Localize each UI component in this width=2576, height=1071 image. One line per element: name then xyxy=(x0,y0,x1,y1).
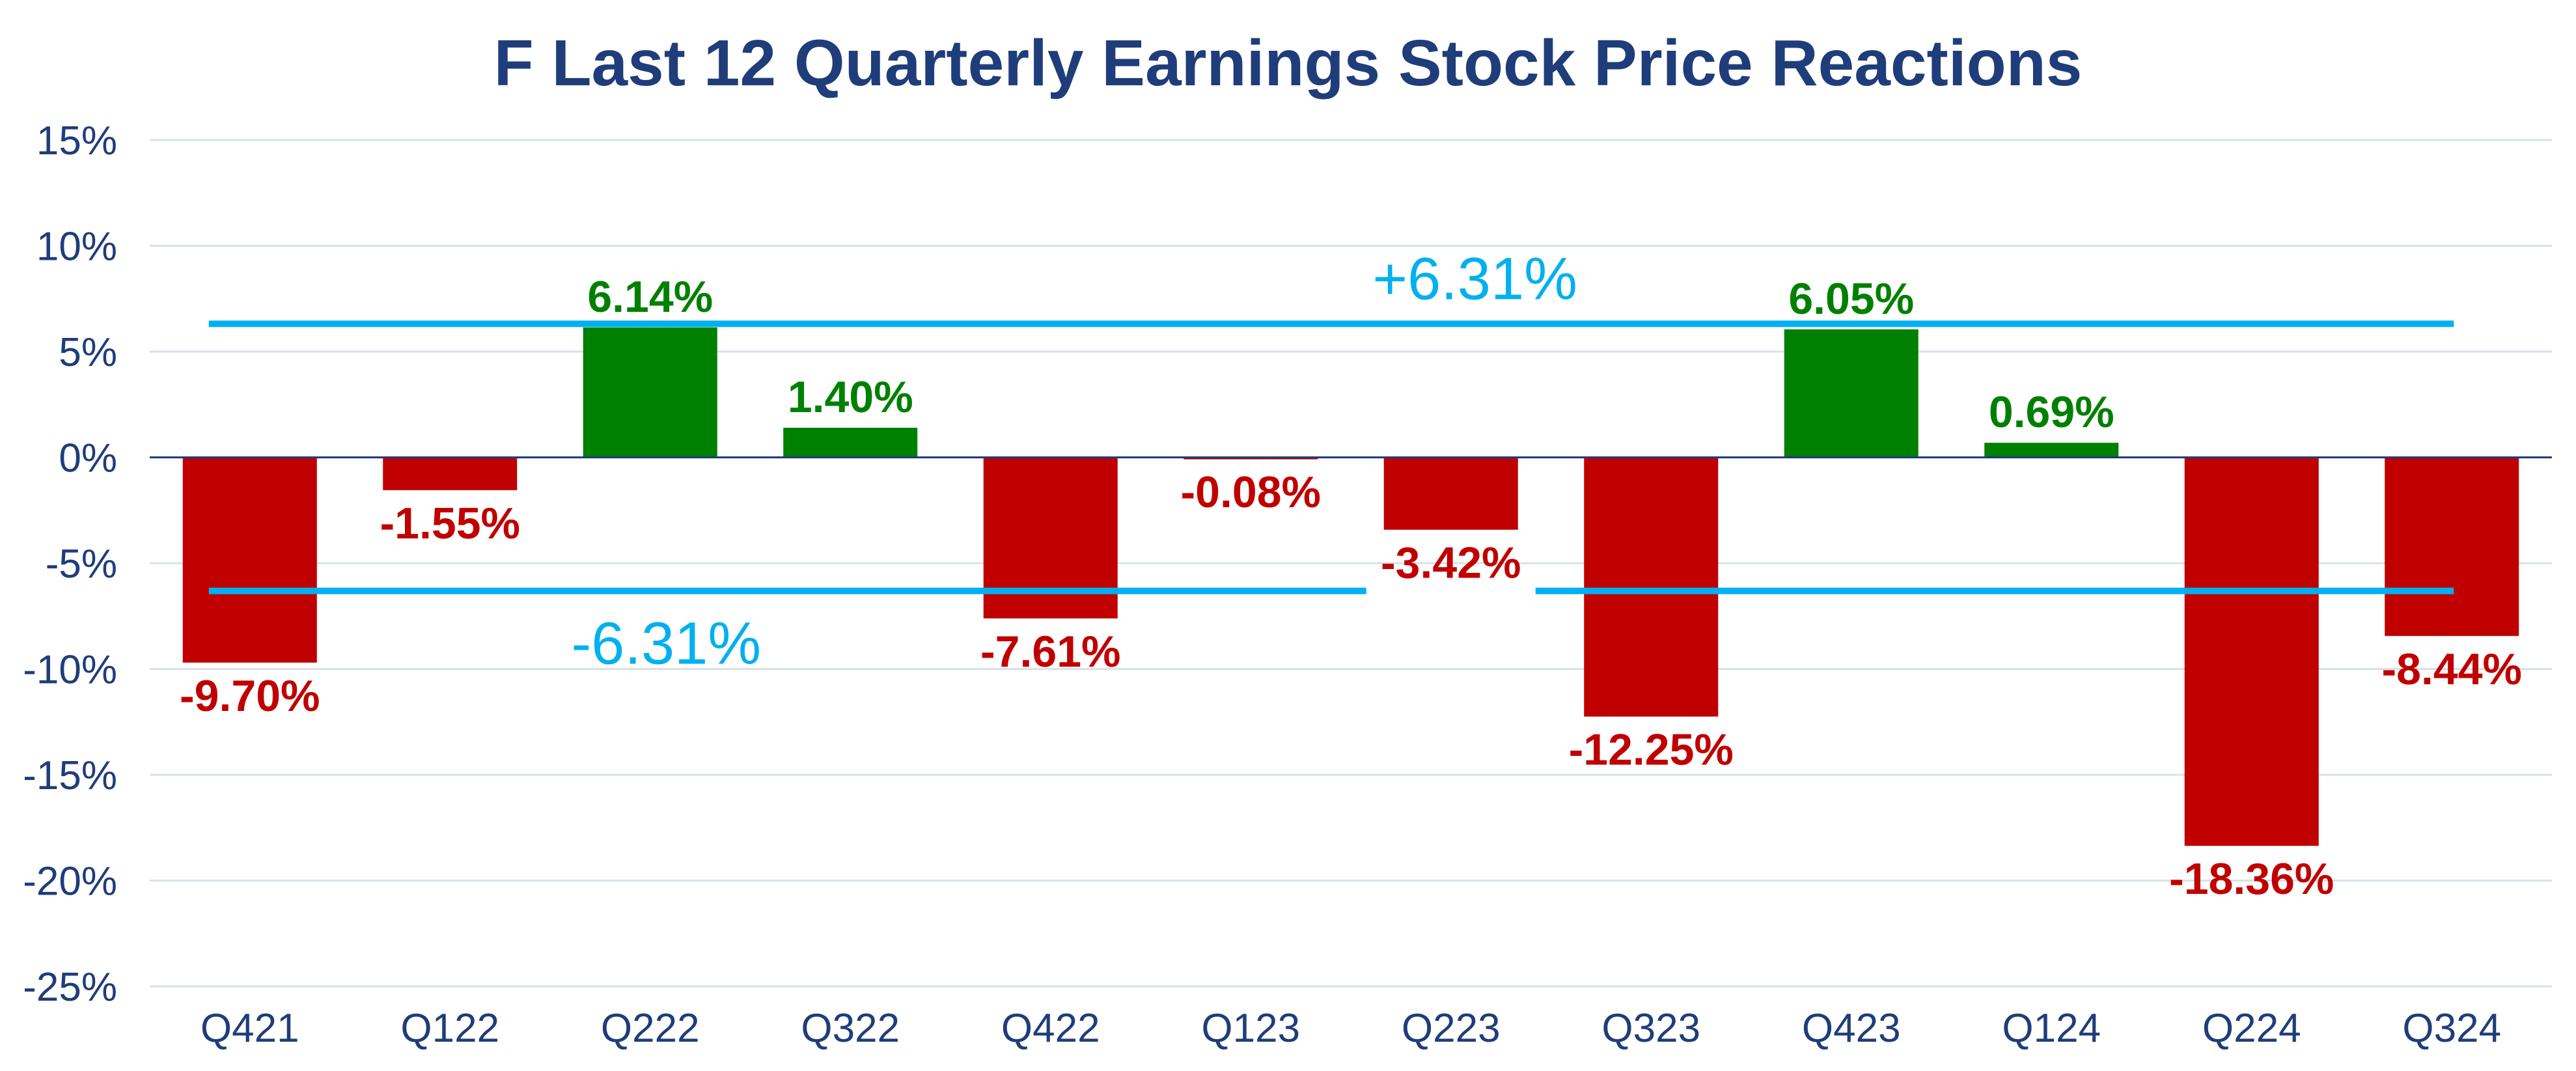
bar xyxy=(2385,457,2519,636)
bar xyxy=(1984,443,2119,458)
bar xyxy=(1584,457,1719,717)
y-tick-label: -10% xyxy=(23,648,117,693)
chart-title: F Last 12 Quarterly Earnings Stock Price… xyxy=(493,27,2083,100)
x-tick-label: Q324 xyxy=(2402,1006,2501,1051)
bar xyxy=(583,327,717,458)
y-tick-label: 0% xyxy=(59,436,117,481)
y-tick-label: -15% xyxy=(23,753,117,798)
x-tick-label: Q222 xyxy=(601,1006,700,1051)
x-tick-label: Q122 xyxy=(400,1006,499,1051)
x-tick-label: Q422 xyxy=(1001,1006,1100,1051)
data-label: -3.42% xyxy=(1381,538,1521,588)
bar xyxy=(783,428,918,458)
data-label: 0.69% xyxy=(1989,387,2114,437)
data-label: -0.08% xyxy=(1181,467,1321,517)
y-tick-label: 15% xyxy=(36,118,117,163)
y-tick-label: -5% xyxy=(46,542,117,587)
y-tick-label: 10% xyxy=(36,225,117,270)
data-label: -8.44% xyxy=(2382,645,2522,694)
x-tick-label: Q223 xyxy=(1402,1006,1501,1051)
data-label: 6.05% xyxy=(1788,274,1914,324)
x-tick-label: Q423 xyxy=(1802,1006,1901,1051)
data-label: -7.61% xyxy=(980,627,1120,676)
data-label: -12.25% xyxy=(1569,725,1734,775)
data-label: -1.55% xyxy=(380,499,520,548)
x-tick-label: Q421 xyxy=(201,1006,299,1051)
data-label: 6.14% xyxy=(587,272,713,322)
x-tick-label: Q124 xyxy=(2002,1006,2101,1051)
data-label: -18.36% xyxy=(2169,854,2334,904)
bar xyxy=(983,457,1118,619)
bar xyxy=(1784,329,1918,458)
reference-label-lower: -6.31% xyxy=(572,611,762,677)
bar xyxy=(1383,457,1518,530)
data-label: -9.70% xyxy=(180,671,320,721)
bar xyxy=(383,457,518,490)
y-tick-label: -20% xyxy=(23,859,117,904)
x-tick-label: Q123 xyxy=(1201,1006,1300,1051)
y-tick-label: 5% xyxy=(59,330,117,375)
data-label: 1.40% xyxy=(788,372,913,422)
reference-label-upper: +6.31% xyxy=(1372,245,1577,312)
bar xyxy=(182,457,317,663)
x-tick-label: Q224 xyxy=(2202,1006,2301,1051)
x-tick-label: Q322 xyxy=(801,1006,900,1051)
y-tick-label: -25% xyxy=(23,965,117,1010)
bar xyxy=(2184,457,2319,846)
x-tick-label: Q323 xyxy=(1601,1006,1700,1051)
